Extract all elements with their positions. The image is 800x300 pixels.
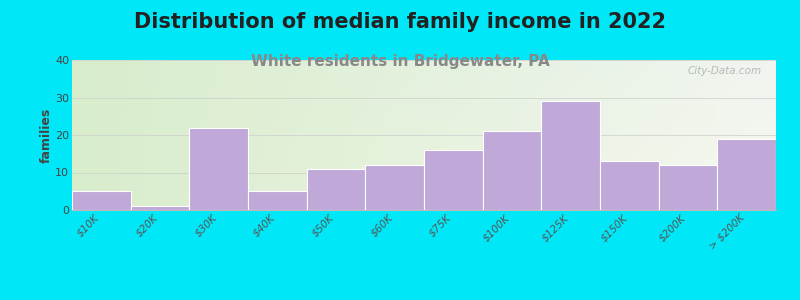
Bar xyxy=(190,128,248,210)
Bar xyxy=(130,206,190,210)
Y-axis label: families: families xyxy=(39,107,52,163)
Bar xyxy=(424,150,482,210)
Bar xyxy=(482,131,542,210)
Bar xyxy=(306,169,366,210)
Bar xyxy=(542,101,600,210)
Text: Distribution of median family income in 2022: Distribution of median family income in … xyxy=(134,12,666,32)
Bar xyxy=(366,165,424,210)
Text: City-Data.com: City-Data.com xyxy=(688,66,762,76)
Bar xyxy=(718,139,776,210)
Text: White residents in Bridgewater, PA: White residents in Bridgewater, PA xyxy=(250,54,550,69)
Bar xyxy=(658,165,718,210)
Bar xyxy=(600,161,658,210)
Bar xyxy=(72,191,130,210)
Bar xyxy=(248,191,306,210)
